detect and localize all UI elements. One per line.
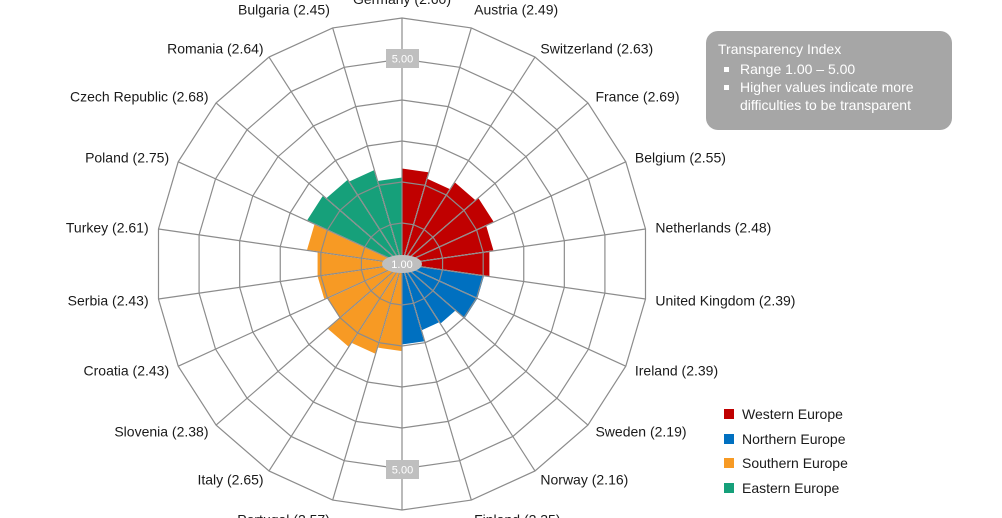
center-value-label: 1.00 <box>391 259 412 271</box>
bullet-icon <box>724 67 729 72</box>
country-label: Netherlands (2.48) <box>655 220 771 236</box>
grid-spoke <box>215 263 403 426</box>
country-label: Serbia (2.43) <box>68 292 149 308</box>
info-box-list: Range 1.00 – 5.00 Higher values indicate… <box>718 60 942 114</box>
legend-item-southern-europe: Southern Europe <box>724 451 848 476</box>
outer-value-tag-bottom <box>386 460 419 479</box>
legend-label: Eastern Europe <box>742 479 840 496</box>
legend-label: Western Europe <box>742 406 843 423</box>
country-label: United Kingdom (2.39) <box>655 292 795 308</box>
country-label: Belgium (2.55) <box>635 150 726 166</box>
country-labels: Germany (2.60) Austria (2.49) Switzerland … <box>66 0 796 518</box>
country-label: Austria (2.49) <box>474 1 558 17</box>
country-label: France (2.69) <box>595 88 679 104</box>
country-label: Switzerland (2.63) <box>540 41 653 57</box>
country-label: Portugal (2.57) <box>237 512 330 518</box>
transparency-info-box: Transparency Index Range 1.00 – 5.00 Hig… <box>706 31 952 130</box>
grid-spoke <box>332 27 403 265</box>
country-label: Norway (2.16) <box>540 471 628 487</box>
grid-spoke <box>401 263 627 367</box>
grid-spoke <box>268 56 403 265</box>
grid-spoke <box>401 56 536 265</box>
legend-label: Northern Europe <box>742 430 846 447</box>
radar-grid <box>157 17 647 511</box>
legend-swatch <box>724 433 734 444</box>
country-label: Ireland (2.39) <box>635 362 718 378</box>
legend-swatch <box>724 482 734 493</box>
legend-label: Southern Europe <box>742 455 848 472</box>
legend-item-western-europe: Western Europe <box>724 402 848 427</box>
axis-value-tags: 5.00 5.00 1.00 <box>382 49 422 479</box>
grid-spoke <box>177 263 403 367</box>
grid-spoke <box>401 263 536 472</box>
legend-swatch <box>724 409 734 420</box>
chart-legend: Western Europe Northern Europe Southern … <box>724 402 848 500</box>
country-label: Croatia (2.43) <box>84 362 170 378</box>
bullet-icon <box>724 85 729 90</box>
country-label: Germany (2.60) <box>353 0 451 7</box>
country-label: Poland (2.75) <box>85 150 169 166</box>
grid-spoke <box>215 102 403 265</box>
legend-swatch <box>724 458 734 469</box>
outer-value-tag-top <box>386 49 419 68</box>
info-box-item-text: Higher values indicate more difficulties… <box>740 79 914 113</box>
country-label: Sweden (2.19) <box>595 424 686 440</box>
country-label: Turkey (2.61) <box>66 220 149 236</box>
country-label: Italy (2.65) <box>197 471 263 487</box>
grid-spoke <box>401 263 646 300</box>
info-box-title: Transparency Index <box>718 41 842 57</box>
grid-spoke <box>401 228 646 265</box>
info-box-item: Range 1.00 – 5.00 <box>718 60 942 78</box>
center-value-tag <box>382 255 422 273</box>
outer-value-label-top: 5.00 <box>392 54 413 66</box>
legend-item-northern-europe: Northern Europe <box>724 427 848 452</box>
outer-value-label-bottom: 5.00 <box>392 465 413 477</box>
grid-spoke <box>401 161 627 265</box>
country-label: Romania (2.64) <box>167 41 264 57</box>
info-box-item: Higher values indicate more difficulties… <box>718 78 942 114</box>
grid-spoke <box>268 263 403 472</box>
grid-spoke <box>401 263 589 426</box>
info-box-item-text: Range 1.00 – 5.00 <box>740 61 856 77</box>
grid-spoke <box>158 228 403 265</box>
legend-item-eastern-europe: Eastern Europe <box>724 476 848 501</box>
grid-spoke <box>332 263 403 501</box>
grid-spoke <box>401 102 589 265</box>
country-label: Slovenia (2.38) <box>114 424 208 440</box>
grid-spoke <box>401 27 472 265</box>
country-label: Finland (2.35) <box>474 512 560 518</box>
country-label: Bulgaria (2.45) <box>238 1 330 17</box>
grid-spoke <box>177 161 403 265</box>
country-label: Czech Republic (2.68) <box>70 88 209 104</box>
grid-spoke <box>158 263 403 300</box>
grid-spoke <box>401 263 472 501</box>
